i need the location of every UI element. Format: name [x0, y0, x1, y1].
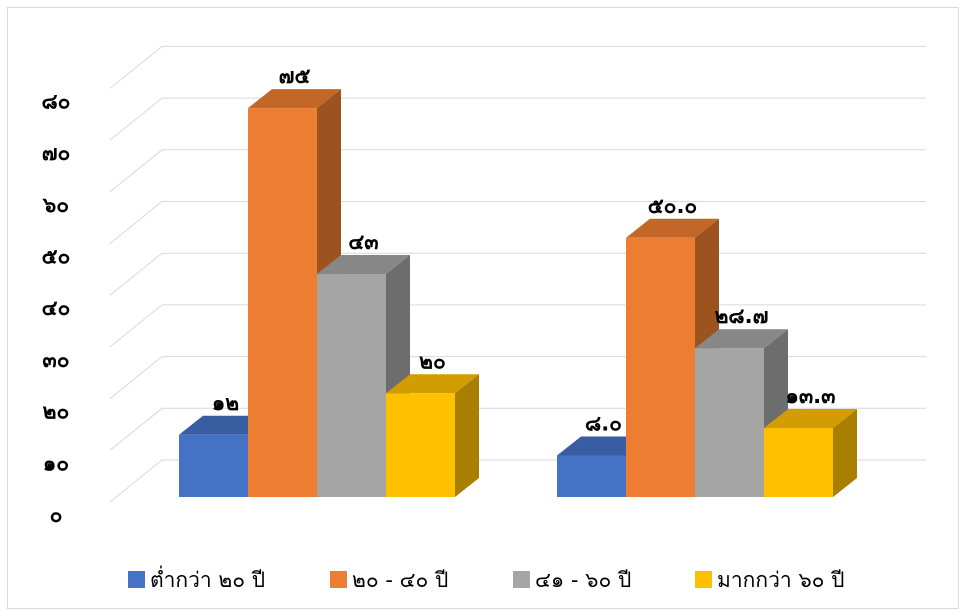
- y-tick-label: ๓๐: [42, 348, 69, 372]
- y-tick-label: ๗๐: [42, 141, 71, 165]
- legend: ต่ำกว่า ๒๐ ปี ๒๐ - ๔๐ ปี ๔๑ - ๖๐ ปี มากกว่า…: [128, 565, 844, 592]
- legend-label: ๒๐ - ๔๐ ปี: [352, 568, 448, 592]
- data-label: ๗๕: [279, 64, 311, 88]
- data-label: ๒๘.๗: [715, 304, 769, 328]
- gridline-depth: [109, 304, 163, 348]
- legend-label: ๔๑ - ๖๐ ปี: [535, 568, 631, 592]
- y-tick-label: ๘๐: [41, 89, 70, 113]
- gridline-depth: [109, 459, 163, 503]
- data-label: ๒๐: [419, 349, 446, 373]
- legend-item: ๒๐ - ๔๐ ปี: [330, 568, 448, 592]
- y-tick-label: ๕๐: [42, 245, 71, 269]
- y-tick-label: ๒๐: [43, 400, 70, 424]
- legend-swatch: [128, 571, 145, 588]
- data-label: ๑๒: [212, 391, 239, 415]
- gridline-depth: [109, 252, 163, 296]
- y-tick-label: ๑๐: [43, 451, 69, 475]
- legend-swatch: [330, 571, 347, 588]
- gridline-depth: [109, 356, 163, 399]
- legend-item: มากกว่า ๖๐ ปี: [695, 568, 844, 592]
- data-label: ๑๓.๓: [785, 384, 835, 408]
- bar: [386, 374, 479, 497]
- gridline-depth: [109, 46, 163, 89]
- legend-swatch: [695, 571, 712, 588]
- data-label: ๔๓: [348, 230, 378, 254]
- legend-label: มากกว่า ๖๐ ปี: [717, 568, 844, 592]
- gridline-depth: [109, 201, 163, 244]
- legend-item: ต่ำกว่า ๒๐ ปี: [128, 565, 265, 592]
- legend-item: ๔๑ - ๖๐ ปี: [513, 568, 631, 592]
- chart-frame: [7, 7, 959, 609]
- y-axis: ๐ ๑๐ ๒๐ ๓๐ ๔๐ ๕๐ ๖๐ ๗๐ ๘๐: [41, 89, 70, 527]
- data-label: ๕๐.๐: [648, 194, 698, 218]
- bar: [764, 409, 857, 497]
- gridline-depth: [109, 149, 163, 193]
- gridline-depth: [109, 97, 163, 141]
- legend-swatch: [513, 571, 530, 588]
- bars: [179, 89, 857, 497]
- y-tick-label: ๖๐: [42, 193, 69, 217]
- legend-label: ต่ำกว่า ๒๐ ปี: [150, 565, 265, 592]
- gridline-depth: [109, 407, 163, 451]
- y-tick-label: ๔๐: [42, 296, 71, 320]
- y-tick-label: ๐: [50, 503, 63, 527]
- data-label: ๘.๐: [585, 412, 622, 436]
